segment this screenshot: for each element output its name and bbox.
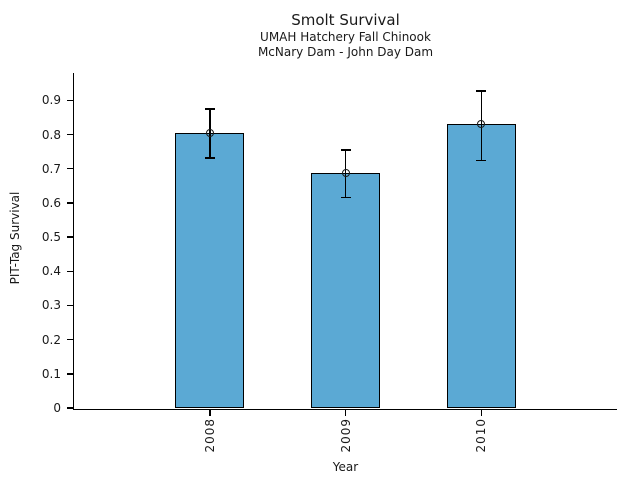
- error-cap-bottom-2009: [340, 196, 351, 199]
- x-tick-2010: [480, 409, 482, 416]
- y-tick-0.5: [66, 236, 73, 238]
- bar-2009: [311, 172, 380, 408]
- plot-area: [72, 73, 617, 410]
- error-cap-bottom-2010: [476, 159, 487, 162]
- x-tick-label-2010: 2010: [474, 418, 489, 453]
- mean-marker-2009: [341, 168, 350, 177]
- y-tick-label-0.7: 0.7: [41, 161, 61, 176]
- error-cap-top-2008: [204, 108, 215, 110]
- y-tick-0.3: [66, 304, 73, 307]
- chart-title: Smolt Survival: [291, 11, 400, 29]
- bar-2008: [175, 132, 245, 408]
- y-tick-label-0.9: 0.9: [41, 93, 61, 108]
- x-tick-label-2009: 2009: [338, 418, 353, 453]
- chart-subtitle-line-2: McNary Dam - John Day Dam: [257, 45, 434, 59]
- y-tick-label-0.4: 0.4: [41, 264, 61, 279]
- y-tick-0.1: [66, 373, 73, 375]
- y-tick-label-0.2: 0.2: [41, 332, 61, 347]
- y-tick-0.4: [66, 270, 73, 272]
- mean-marker-2008: [205, 128, 214, 137]
- chart-subtitle-line-1: UMAH Hatchery Fall Chinook: [260, 30, 431, 44]
- y-tick-label-0.5: 0.5: [41, 230, 61, 245]
- bar-2010: [446, 124, 516, 408]
- y-tick-label-0.1: 0.1: [41, 366, 61, 381]
- y-tick-0.7: [66, 167, 73, 170]
- x-tick-2009: [344, 409, 347, 416]
- y-tick-label-0: 0: [53, 401, 61, 415]
- y-tick-0.9: [66, 99, 73, 102]
- y-tick-0.6: [66, 202, 73, 204]
- x-tick-2008: [209, 409, 211, 416]
- y-tick-label-0.6: 0.6: [41, 195, 61, 210]
- error-cap-bottom-2008: [204, 157, 215, 159]
- y-tick-0.8: [66, 133, 73, 136]
- x-tick-label-2008: 2008: [202, 418, 217, 453]
- mean-marker-2010: [477, 120, 486, 129]
- error-cap-top-2009: [340, 149, 351, 151]
- y-tick-0: [66, 407, 73, 409]
- error-cap-top-2010: [476, 90, 487, 92]
- y-tick-0.2: [66, 338, 73, 341]
- x-axis-label: Year: [332, 460, 359, 474]
- y-tick-label-0.8: 0.8: [41, 127, 61, 142]
- y-tick-label-0.3: 0.3: [41, 298, 61, 313]
